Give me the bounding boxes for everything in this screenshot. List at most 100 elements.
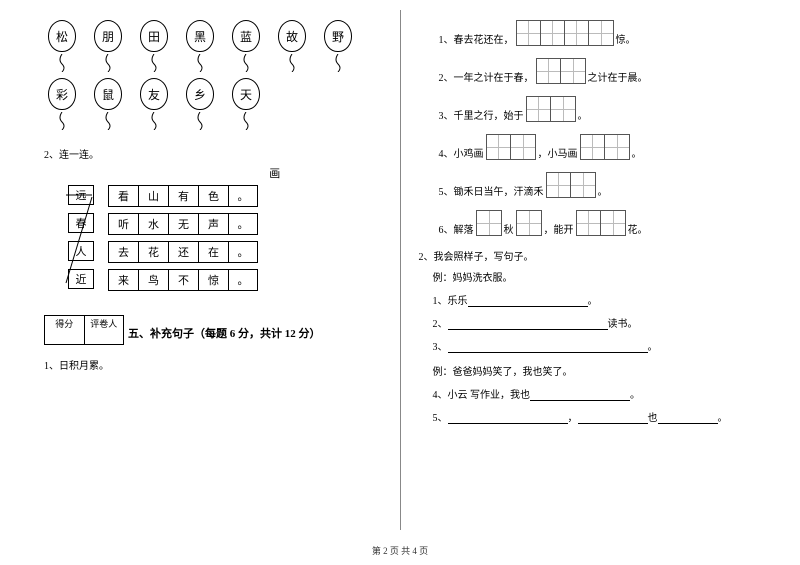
fill-text: 。 — [578, 107, 588, 122]
sentence-char: 山 — [138, 185, 168, 207]
write-line: 3、。 — [433, 338, 763, 353]
tian-cell — [537, 59, 561, 83]
tian-cell — [517, 21, 541, 45]
tian-grid — [526, 96, 576, 122]
fill-text: 惊。 — [616, 31, 636, 46]
balloon-char: 朋 — [94, 20, 122, 52]
fill-text: 1、春去花还在， — [439, 31, 514, 46]
tian-cell — [601, 211, 625, 235]
right-column: 1、春去花还在，惊。2、一年之计在于春，之计在于晨。3、千里之行，始于。4、小鸡… — [401, 10, 771, 530]
sentence-char: 花 — [138, 241, 168, 263]
left-char: 近 — [68, 269, 94, 289]
balloon-tail — [241, 112, 251, 130]
sentence-row: 听水无声。 — [108, 213, 258, 235]
sentence-char: 看 — [108, 185, 138, 207]
balloon-grid: 松朋田黑蓝故野彩鼠友乡天 — [38, 10, 392, 140]
sentence-char: 。 — [228, 269, 258, 291]
page-footer: 第 2 页 共 4 页 — [0, 544, 800, 557]
sentence-char: 还 — [168, 241, 198, 263]
tian-grid — [546, 172, 596, 198]
tian-grid — [516, 210, 542, 236]
underline — [468, 293, 588, 307]
line-text: 读书。 — [608, 315, 638, 330]
hua-title: 画 — [158, 165, 392, 181]
balloon-char: 野 — [324, 20, 352, 52]
tian-cell — [511, 135, 535, 159]
line-text: 也 — [648, 409, 658, 424]
balloon-tail — [195, 54, 205, 72]
balloon-char: 黑 — [186, 20, 214, 52]
sentence-char: 。 — [228, 213, 258, 235]
sentence-char: 有 — [168, 185, 198, 207]
fill-sentence: 6、解落 秋 ，能开 花。 — [439, 210, 763, 236]
balloon-tail — [57, 54, 67, 72]
fill-text: 。 — [598, 183, 608, 198]
balloon-tail — [103, 112, 113, 130]
matching-exercise: 远春人近 看山有色。听水无声。去花还在。来鸟不惊。 — [38, 185, 392, 291]
balloon: 朋 — [94, 20, 122, 72]
fill-text: 。 — [632, 145, 642, 160]
sentence-char: 。 — [228, 241, 258, 263]
score-label: 得分 — [45, 316, 85, 344]
tian-cell — [487, 135, 511, 159]
fill-sentence: 3、千里之行，始于。 — [439, 96, 763, 122]
sentence-char: 在 — [198, 241, 228, 263]
balloon: 彩 — [48, 78, 76, 130]
balloon-tail — [333, 54, 343, 72]
balloon: 野 — [324, 20, 352, 72]
line-text: 。 — [648, 338, 658, 353]
balloon-char: 蓝 — [232, 20, 260, 52]
write-line: 2、读书。 — [433, 315, 763, 330]
sentence-char: 。 — [228, 185, 258, 207]
tian-cell — [547, 173, 571, 197]
sentence-char: 去 — [108, 241, 138, 263]
example-2: 例：爸爸妈妈笑了，我也笑了。 — [433, 363, 763, 378]
balloon-tail — [195, 112, 205, 130]
balloon: 松 — [48, 20, 76, 72]
tian-cell — [565, 21, 589, 45]
tian-grid — [536, 58, 586, 84]
balloon: 蓝 — [232, 20, 260, 72]
balloon: 田 — [140, 20, 168, 72]
balloon: 乡 — [186, 78, 214, 130]
tian-cell — [605, 135, 629, 159]
tian-cell — [589, 21, 613, 45]
tian-grid — [476, 210, 502, 236]
section-5-title: 五、补充句子（每题 6 分，共计 12 分） — [128, 325, 392, 341]
tian-grid — [486, 134, 536, 160]
left-char: 春 — [68, 213, 94, 233]
line-label: 4、小云 写作业，我也 — [433, 386, 531, 401]
balloon: 鼠 — [94, 78, 122, 130]
line-text: 。 — [588, 292, 598, 307]
sentence-row: 看山有色。 — [108, 185, 258, 207]
fill-text: 花。 — [628, 221, 648, 236]
write-line: 1、乐乐。 — [433, 292, 763, 307]
fill-text: 2、一年之计在于春， — [439, 69, 534, 84]
balloon-char: 乡 — [186, 78, 214, 110]
tian-grid — [580, 134, 630, 160]
tian-cell — [551, 97, 575, 121]
fill-text: 5、锄禾日当午，汗滴禾 — [439, 183, 544, 198]
fill-text: 之计在于晨。 — [588, 69, 648, 84]
balloon-char: 友 — [140, 78, 168, 110]
balloon-char: 彩 — [48, 78, 76, 110]
sentence-char: 鸟 — [138, 269, 168, 291]
fill-text: 6、解落 — [439, 221, 474, 236]
line-text: ， — [568, 409, 578, 424]
fill-sentence: 4、小鸡画，小马画。 — [439, 134, 763, 160]
sentence-row: 去花还在。 — [108, 241, 258, 263]
balloon-tail — [241, 54, 251, 72]
tian-cell — [541, 21, 565, 45]
balloon: 友 — [140, 78, 168, 130]
line-label: 5、 — [433, 409, 448, 424]
fill-text: ，能开 — [544, 221, 574, 236]
tian-cell — [571, 173, 595, 197]
fill-text: ，小马画 — [538, 145, 578, 160]
write-line: 4、小云 写作业，我也 。 — [433, 386, 763, 401]
fill-text: 秋 — [504, 221, 514, 236]
underline — [530, 387, 630, 401]
underline — [448, 316, 608, 330]
line-text: 。 — [630, 386, 640, 401]
balloon: 故 — [278, 20, 306, 72]
tian-grid — [576, 210, 626, 236]
